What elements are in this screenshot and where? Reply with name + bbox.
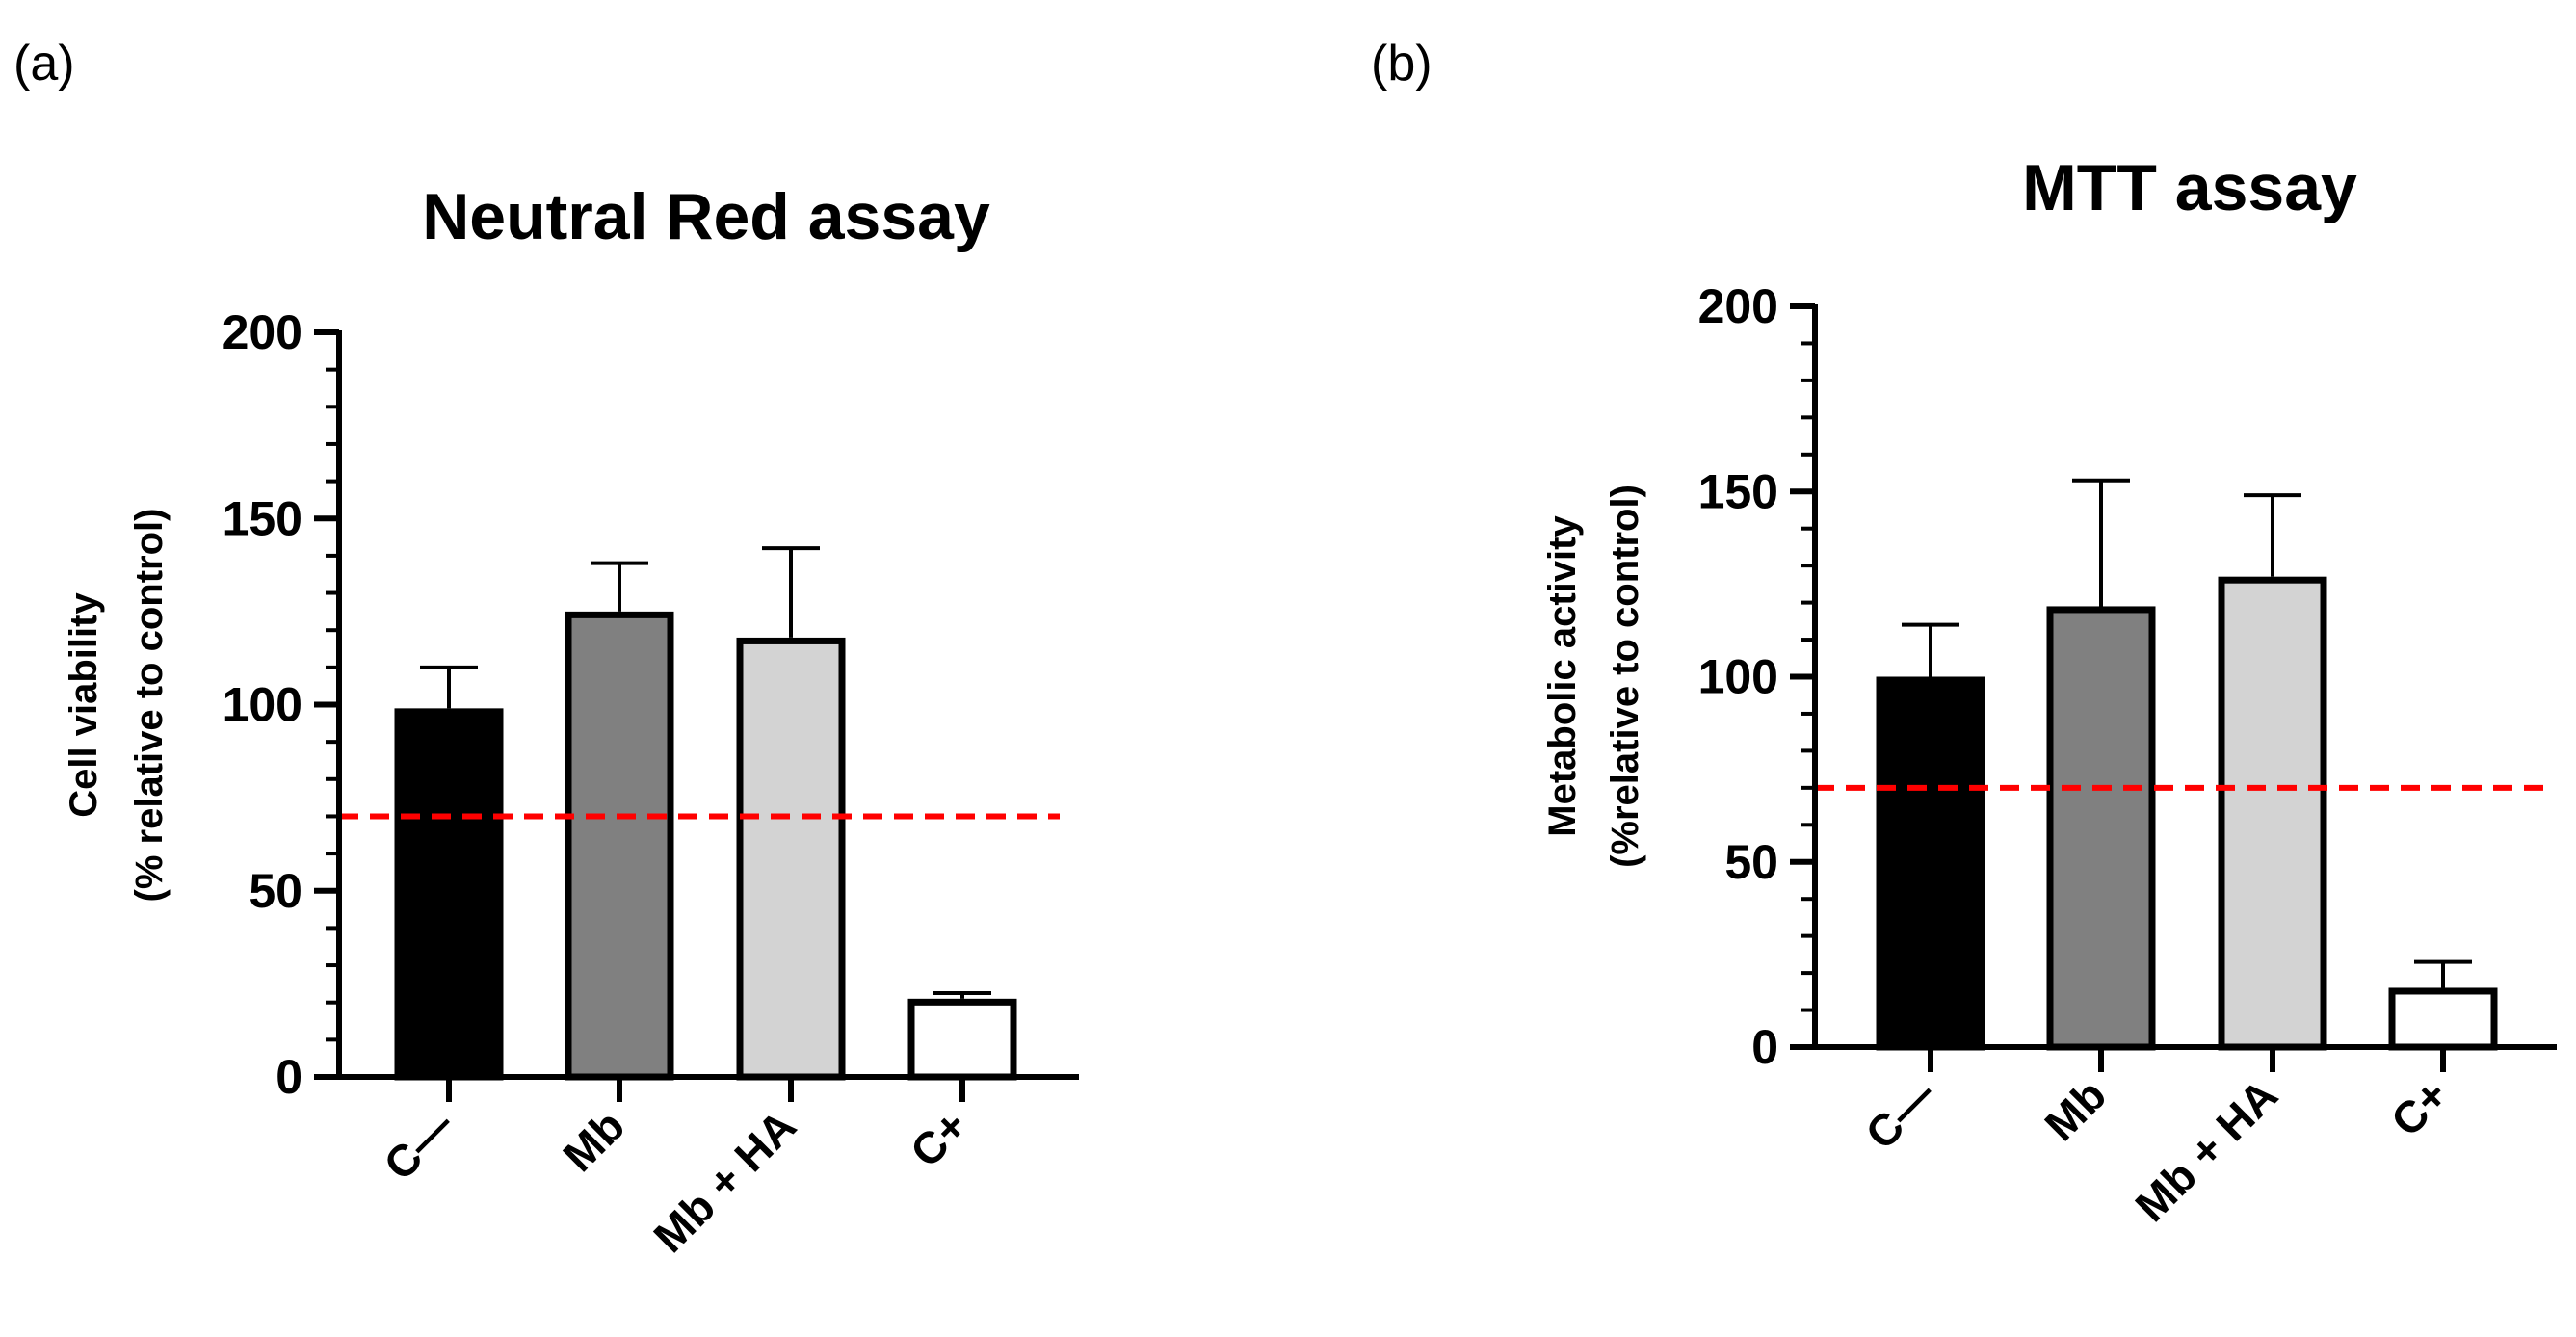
chart-title: Neutral Red assay <box>422 180 990 253</box>
y-tick-label: 0 <box>1751 1020 1778 1074</box>
x-category-label: C+ <box>901 1100 977 1176</box>
panel-label-b: (b) <box>1371 36 1433 92</box>
x-category-label: C+ <box>2381 1069 2458 1145</box>
panel-label-a: (a) <box>13 36 75 92</box>
chart-title: MTT assay <box>2022 151 2357 224</box>
bar-4 <box>907 998 1017 1081</box>
x-category-label: C— <box>374 1100 463 1190</box>
x-category-label: C— <box>1855 1069 1945 1159</box>
y-axis-label: (%relative to control) <box>1604 485 1646 868</box>
bar-1 <box>1876 676 1985 1051</box>
y-tick-label: 200 <box>223 305 302 359</box>
y-tick-label: 100 <box>1698 650 1778 704</box>
bar-1 <box>394 708 504 1081</box>
bar-2 <box>2046 606 2156 1051</box>
y-axis-label: Cell viability <box>63 592 105 818</box>
y-tick-label: 150 <box>1698 464 1778 518</box>
x-category-label: Mb <box>2035 1069 2116 1150</box>
x-category-label: Mb + HA <box>644 1100 805 1262</box>
x-category-label: Mb + HA <box>2125 1069 2287 1231</box>
y-tick-label: 100 <box>223 678 302 732</box>
chart-mtt: MTT assay Metabolic activity (%relative to… <box>1541 151 2557 1231</box>
chart-neutral-red: Neutral Red assay Cell viability (% relati… <box>63 180 1079 1262</box>
bar-4 <box>2388 987 2498 1051</box>
bar-3 <box>2218 576 2327 1051</box>
y-tick-label: 200 <box>1698 279 1778 333</box>
y-axis-label: (% relative to control) <box>128 509 171 903</box>
y-tick-label: 150 <box>223 491 302 545</box>
bar-2 <box>565 611 674 1081</box>
bar-3 <box>736 637 846 1081</box>
y-tick-label: 50 <box>1724 835 1778 889</box>
y-tick-label: 50 <box>249 864 302 918</box>
x-category-label: Mb <box>553 1100 634 1181</box>
y-tick-label: 0 <box>276 1050 302 1104</box>
y-axis-label: Metabolic activity <box>1541 515 1584 837</box>
